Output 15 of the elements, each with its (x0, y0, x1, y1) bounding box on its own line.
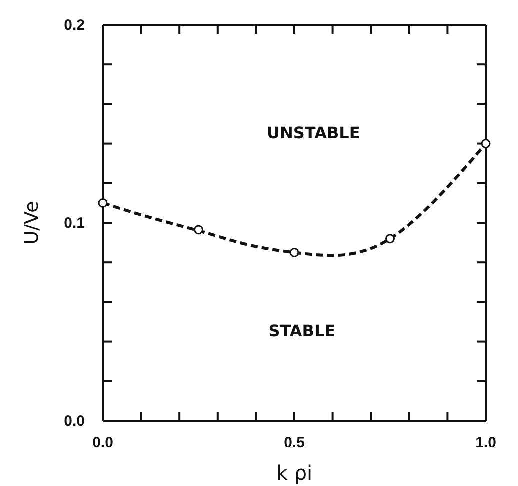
x-tick-label: 0.5 (284, 434, 305, 452)
point (98, 198, 108, 208)
y-tick-label: 0.1 (64, 214, 85, 232)
point (386, 234, 395, 244)
y-tick-label: 0.2 (64, 16, 85, 34)
x-tick-label: 0.0 (92, 434, 114, 452)
annotation: STABLE (268, 321, 336, 340)
x-tick-label: 1.0 (476, 434, 496, 452)
annotation: UNSTABLE (267, 123, 360, 142)
y-tick-label: 0.0 (64, 412, 85, 430)
point (194, 225, 204, 235)
point (290, 248, 300, 258)
x-axis-title: k ρi (276, 461, 313, 485)
point (481, 139, 491, 149)
y-axis-title: U/Ve (21, 201, 43, 245)
